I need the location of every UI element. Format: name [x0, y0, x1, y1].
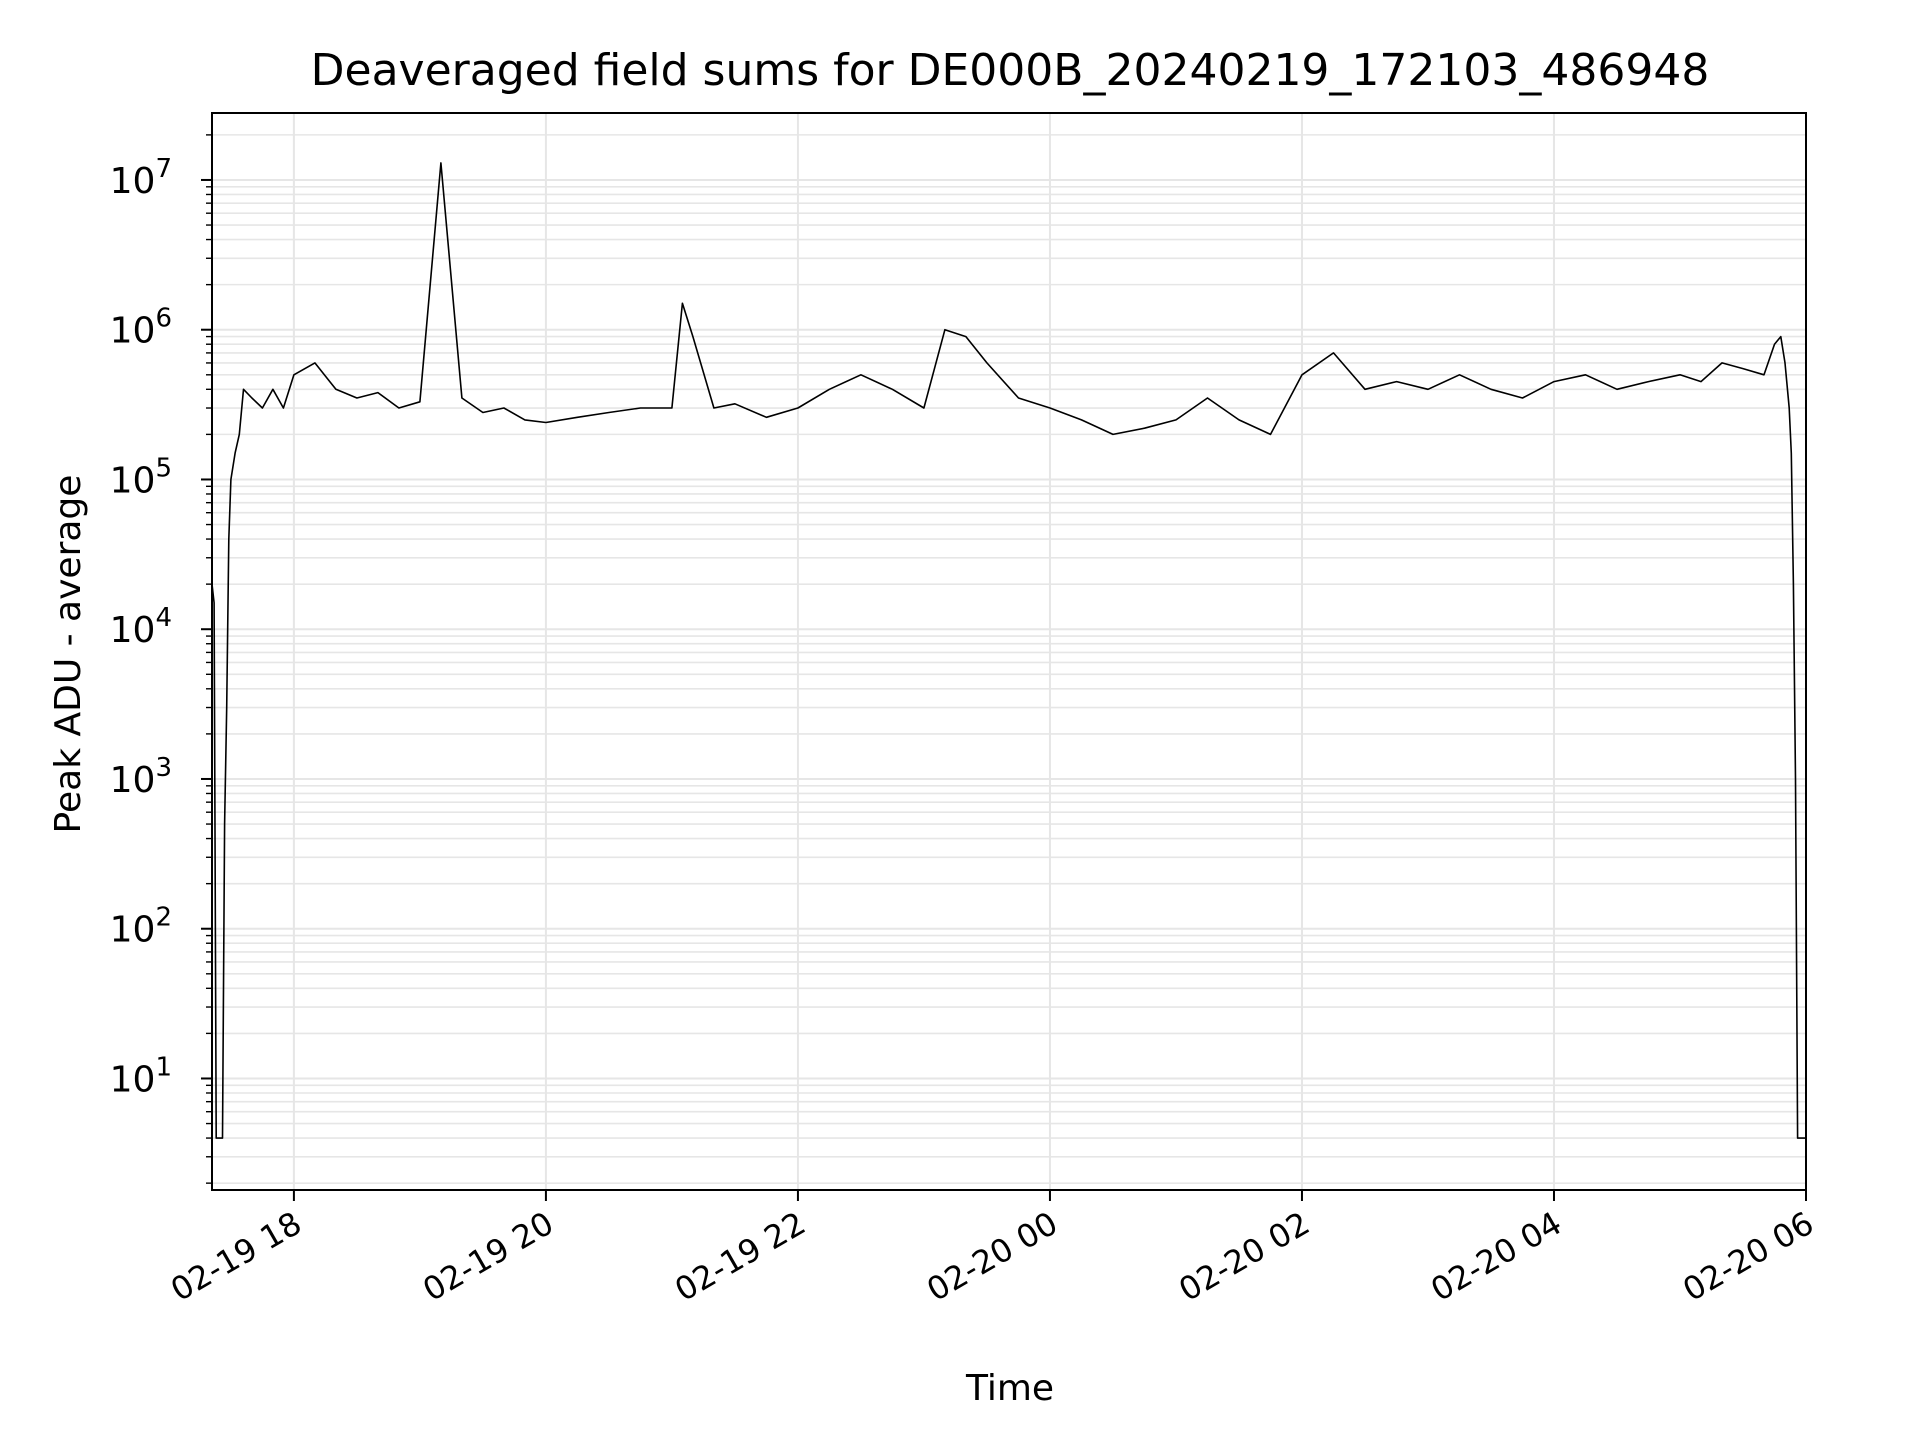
y-tick-label: 105 [110, 453, 172, 501]
plot-frame [211, 112, 1807, 1191]
y-tick-label: 102 [110, 903, 172, 951]
y-tick-label: 106 [110, 304, 172, 352]
y-tick-label: 104 [110, 603, 172, 651]
y-tick-label: 107 [110, 154, 172, 202]
series-line-0 [211, 162, 1806, 1139]
chart-title: Deaveraged field sums for DE000B_2024021… [311, 45, 1710, 96]
grid [212, 113, 1807, 1190]
y-tick-label: 101 [110, 1052, 172, 1100]
plot-area [211, 162, 1806, 1139]
x-axis-label: Time [965, 1368, 1054, 1409]
y-axis-label: Peak ADU - average [48, 475, 89, 834]
y-tick-label: 103 [110, 753, 172, 801]
